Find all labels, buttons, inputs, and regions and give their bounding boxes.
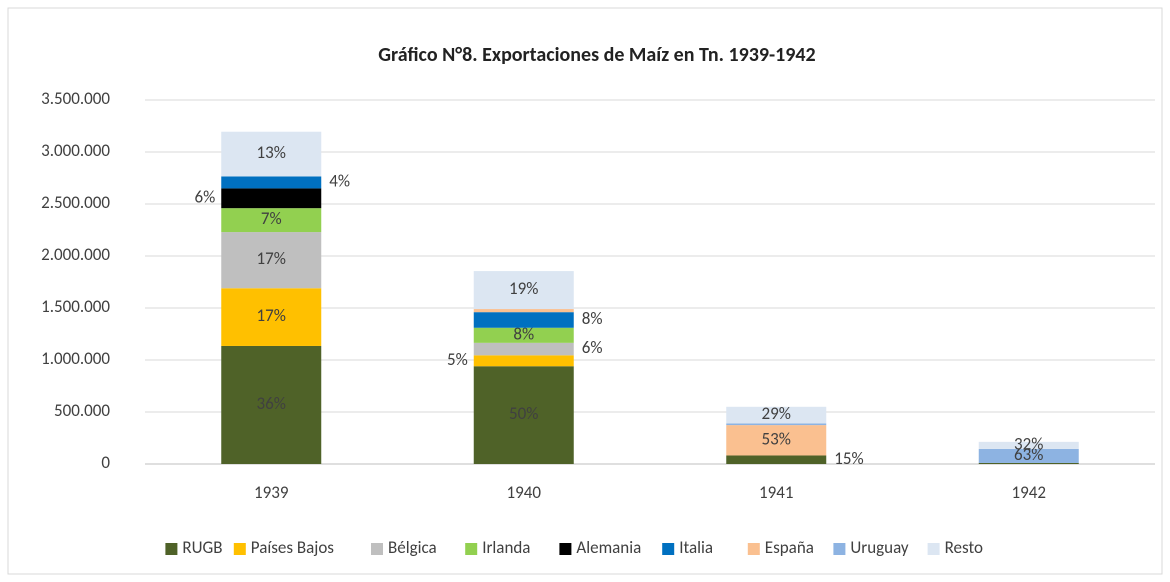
data-label: 29% (762, 403, 791, 424)
legend-swatch (559, 543, 572, 555)
chart-border (7, 7, 1163, 575)
bar-segment (221, 345, 322, 464)
legend-swatch (233, 543, 246, 555)
bar-segment (473, 271, 574, 310)
bar-segment (221, 232, 322, 289)
legend-label: RUGB (182, 537, 222, 558)
bar-segment (473, 312, 574, 328)
bar-segment (473, 366, 574, 464)
bar-segment (473, 309, 574, 313)
legend-label: España (765, 537, 814, 558)
y-tick-label: 1.000.000 (41, 348, 110, 369)
data-label: 53% (762, 428, 791, 449)
legend-label: Bélgica (388, 537, 437, 558)
data-label: 6% (194, 186, 215, 207)
y-tick-label: 2.500.000 (41, 192, 110, 213)
data-label: 5% (447, 349, 468, 370)
legend-swatch (747, 543, 760, 555)
data-label: 7% (261, 208, 282, 229)
x-tick-label: 1942 (1012, 482, 1046, 503)
x-tick-label: 1941 (759, 482, 793, 503)
bar-segment (221, 176, 322, 189)
x-tick-label: 1939 (254, 482, 289, 503)
legend-swatch (927, 543, 940, 555)
data-label: 13% (257, 142, 286, 163)
bar-segment (726, 425, 827, 456)
bar-segment (978, 441, 1079, 449)
bar-segment (473, 327, 574, 343)
data-label: 17% (257, 248, 286, 269)
y-tick-label: 0 (101, 452, 110, 473)
bar-segment (221, 208, 322, 233)
data-label: 50% (509, 403, 538, 424)
data-label: 8% (582, 308, 603, 329)
legend-swatch (465, 543, 478, 555)
legend-label: Resto (945, 537, 983, 558)
data-label: 15% (834, 448, 863, 469)
legend-label: Irlanda (482, 537, 530, 558)
legend-label: Italia (679, 537, 713, 558)
bar-segment (726, 455, 827, 464)
data-label: 6% (582, 337, 603, 358)
legend-label: Alemania (576, 537, 641, 558)
legend-label: Uruguay (850, 537, 909, 558)
data-label: 17% (257, 305, 286, 326)
data-label: 32% (1014, 433, 1043, 454)
data-label: 36% (257, 393, 286, 414)
bar-segment (221, 288, 322, 346)
y-tick-label: 2.000.000 (41, 244, 110, 265)
data-label: 63% (1014, 444, 1043, 465)
bar-segment (473, 355, 574, 367)
data-label: 4% (329, 170, 350, 191)
legend-swatch (662, 543, 675, 555)
bar-segment (473, 342, 574, 356)
legend-swatch (165, 543, 178, 555)
legend-swatch (833, 543, 846, 555)
x-tick-label: 1940 (507, 482, 542, 503)
bar-segment (221, 131, 322, 177)
y-tick-label: 1.500.000 (41, 296, 110, 317)
data-label: 8% (513, 323, 534, 344)
bar-segment (978, 462, 1079, 464)
legend-label: Países Bajos (251, 537, 334, 558)
y-tick-label: 3.000.000 (41, 140, 110, 161)
y-tick-label: 500.000 (54, 400, 110, 421)
legend-swatch (371, 543, 383, 555)
data-label: 19% (509, 278, 538, 299)
bar-segment (726, 406, 827, 424)
y-tick-label: 3.500.000 (41, 88, 110, 109)
bar-segment (978, 448, 1079, 463)
bar-segment (726, 423, 827, 426)
chart-title: Gráfico N°8. Exportaciones de Maíz en Tn… (378, 43, 815, 67)
bar-segment (221, 188, 322, 209)
